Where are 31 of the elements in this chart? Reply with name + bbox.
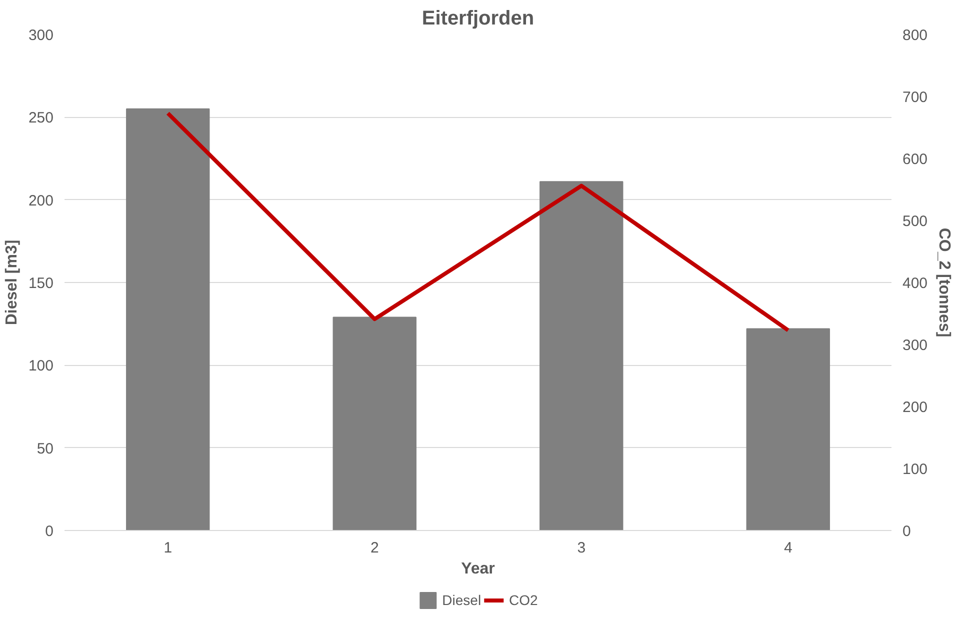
y2-tick-label: 600 xyxy=(902,151,928,168)
y-tick-label: 250 xyxy=(28,110,54,127)
y-tick-label: 0 xyxy=(45,523,54,540)
y2-tick-label: 400 xyxy=(902,275,928,292)
legend-label: Diesel xyxy=(442,592,482,608)
y2-tick-label: 700 xyxy=(902,89,928,106)
y-axis-title: Diesel [m3] xyxy=(3,240,20,326)
y-tick-label: 200 xyxy=(28,192,54,210)
y-tick-label: 300 xyxy=(28,27,54,44)
y2-axis-title: CO_2 [tonnes] xyxy=(936,228,953,338)
x-tick-label: 2 xyxy=(370,540,379,556)
y2-tick-label: 100 xyxy=(902,461,928,478)
x-tick-label: 3 xyxy=(577,540,586,556)
legend-label: CO2 xyxy=(509,592,538,608)
y2-tick-label: 800 xyxy=(902,27,928,44)
x-axis-title: Year xyxy=(461,560,495,578)
y-tick-label: 50 xyxy=(36,440,54,458)
chart-title: Eiterfjorden xyxy=(422,8,534,30)
y2-tick-label: 500 xyxy=(902,213,928,230)
x-tick-label: 1 xyxy=(164,540,172,556)
x-tick-label: 4 xyxy=(784,540,792,556)
y2-tick-label: 0 xyxy=(902,523,911,540)
line-series xyxy=(166,111,790,332)
y2-tick-label: 200 xyxy=(902,399,928,416)
bar xyxy=(540,181,624,530)
y-tick-label: 100 xyxy=(28,358,54,375)
bar xyxy=(746,328,830,530)
bar xyxy=(332,316,416,530)
y2-tick-label: 300 xyxy=(902,337,928,354)
bar xyxy=(126,108,210,530)
y-tick-label: 150 xyxy=(28,275,54,292)
